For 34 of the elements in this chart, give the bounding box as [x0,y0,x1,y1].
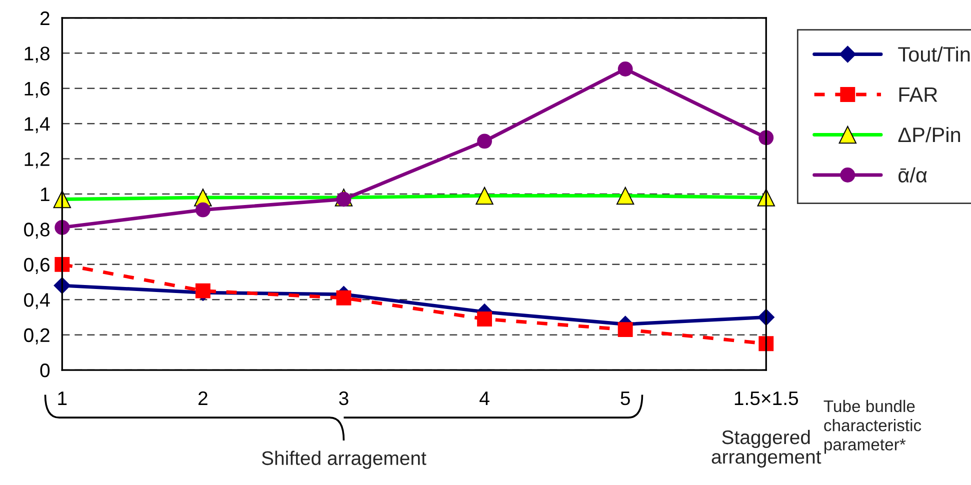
legend-label: ΔP/Pin [898,126,960,142]
point [758,336,774,352]
x-tick-label: 1.5×1.5 [734,392,798,406]
legend-label: ᾱ/α [898,167,927,183]
y-tick-label: 1,2 [24,152,50,168]
point [477,312,492,326]
x-tick-label: 5 [620,392,630,406]
text: Staggered arrangement [712,430,822,468]
x-tick-label: 1 [58,392,67,405]
y-tick-label: 1,4 [24,117,50,134]
legend-label: FAR [899,87,938,102]
y-tick-label: 1,8 [24,46,50,63]
point [618,322,633,338]
x-tick-label: 4 [480,392,490,405]
point [336,290,352,306]
y-tick-label: 1 [41,188,50,202]
point [477,134,492,149]
text: Shifted arragement [262,450,426,469]
y-tick-label: 0 [40,364,50,378]
x-tick-label: 3 [339,391,348,406]
y-tick-label: 0,8 [24,222,50,239]
y-tick-label: 0,6 [24,258,50,274]
y-tick-label: 0,2 [24,328,50,344]
y-tick-label: 2 [40,11,50,25]
point [195,202,210,218]
text: Tube bundle characteristic parameter* [824,400,922,454]
point [336,192,352,207]
point [618,62,633,76]
y-tick-label: 0,4 [24,293,50,310]
point [195,283,210,298]
x-tick-label: 2 [198,391,208,405]
legend-label: Tout/Tin [898,46,970,62]
y-tick-label: 1,6 [24,82,50,98]
point [54,256,70,272]
